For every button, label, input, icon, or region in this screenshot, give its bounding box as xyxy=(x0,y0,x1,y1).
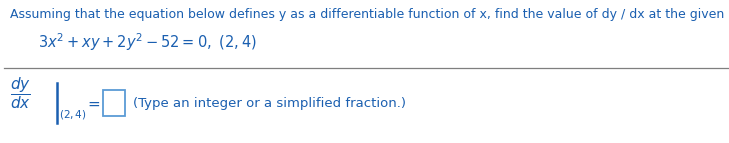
Text: $3x^2 + xy + 2y^2 - 52 = 0, \ (2,4)$: $3x^2 + xy + 2y^2 - 52 = 0, \ (2,4)$ xyxy=(38,31,257,53)
Bar xyxy=(103,90,125,116)
Text: Assuming that the equation below defines y as a differentiable function of x, fi: Assuming that the equation below defines… xyxy=(10,8,729,21)
Text: $\dfrac{dy}{dx}$: $\dfrac{dy}{dx}$ xyxy=(10,75,31,111)
Text: $(2,4)$: $(2,4)$ xyxy=(59,108,87,121)
Text: $=$: $=$ xyxy=(85,96,101,111)
Text: (Type an integer or a simplified fraction.): (Type an integer or a simplified fractio… xyxy=(133,97,406,110)
